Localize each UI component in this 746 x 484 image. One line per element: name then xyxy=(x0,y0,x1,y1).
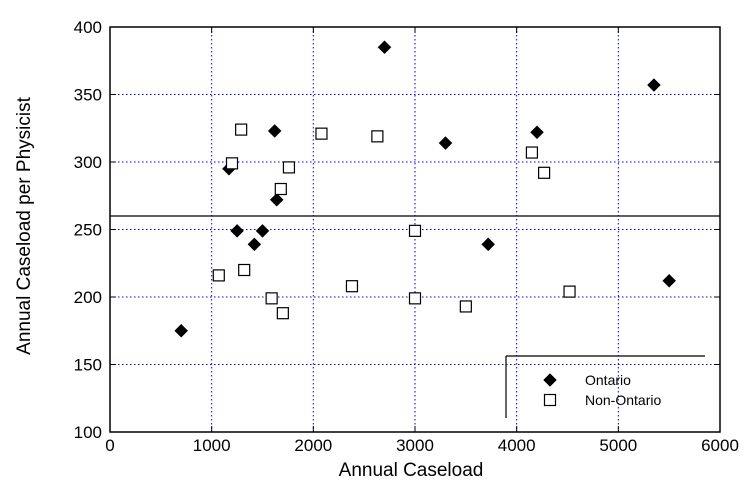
non-ontario-point xyxy=(345,280,359,293)
y-tick-label: 400 xyxy=(74,18,102,37)
legend: Ontario Non-Ontario xyxy=(505,355,705,418)
x-tick-label: 4000 xyxy=(498,436,536,455)
ontario-point xyxy=(174,323,189,338)
non-ontario-point xyxy=(371,130,384,143)
x-axis-tick-labels: 0 1000 2000 3000 4000 5000 6000 xyxy=(105,436,739,455)
non-ontario-point xyxy=(315,127,328,140)
non-ontario-point xyxy=(276,307,289,320)
data-points xyxy=(174,40,677,338)
non-ontario-point xyxy=(563,285,576,298)
non-ontario-point xyxy=(225,157,239,170)
ontario-point xyxy=(269,192,284,207)
non-ontario-point xyxy=(282,161,296,174)
non-ontario-point xyxy=(274,182,287,196)
legend-non-ontario-label: Non-Ontario xyxy=(585,392,661,408)
x-tick-label: 2000 xyxy=(294,436,332,455)
ontario-point xyxy=(647,78,661,92)
non-ontario-point xyxy=(408,224,422,237)
non-ontario-point xyxy=(408,292,422,305)
x-tick-label: 3000 xyxy=(396,436,434,455)
ontario-point xyxy=(247,237,262,252)
ontario-point xyxy=(377,40,392,55)
y-tick-label: 100 xyxy=(74,423,102,442)
y-axis-title: Annual Caseload per Physicist xyxy=(14,96,35,354)
ontario-point xyxy=(230,223,244,238)
ontario-point xyxy=(267,124,282,138)
legend-ontario-label: Ontario xyxy=(585,372,631,388)
non-ontario-point xyxy=(235,123,248,136)
x-tick-label: 1000 xyxy=(193,436,231,455)
non-ontario-point xyxy=(212,269,225,282)
ontario-point xyxy=(662,273,677,288)
ontario-point xyxy=(530,125,544,140)
non-ontario-point xyxy=(238,263,251,277)
y-tick-label: 200 xyxy=(74,288,102,307)
x-axis-title: Annual Caseload xyxy=(339,460,484,481)
y-tick-label: 150 xyxy=(74,356,102,375)
ontario-point xyxy=(481,237,496,252)
legend-ontario-marker xyxy=(543,373,557,387)
y-tick-label: 350 xyxy=(74,86,102,105)
x-tick-label: 0 xyxy=(105,436,114,455)
non-ontario-point xyxy=(265,292,278,305)
non-ontario-point xyxy=(538,166,551,179)
x-tick-label: 6000 xyxy=(701,436,739,455)
ontario-point xyxy=(255,223,270,238)
legend-non-ontario-marker xyxy=(543,393,557,407)
x-tick-label: 5000 xyxy=(599,436,637,455)
y-tick-label: 250 xyxy=(74,221,102,240)
y-tick-label: 300 xyxy=(74,153,102,172)
ontario-point xyxy=(438,136,453,150)
non-ontario-point xyxy=(525,146,539,159)
non-ontario-point xyxy=(459,300,472,313)
axis-ticks xyxy=(109,26,721,433)
y-axis-tick-labels: 100 150 200 250 300 350 400 xyxy=(74,18,102,442)
